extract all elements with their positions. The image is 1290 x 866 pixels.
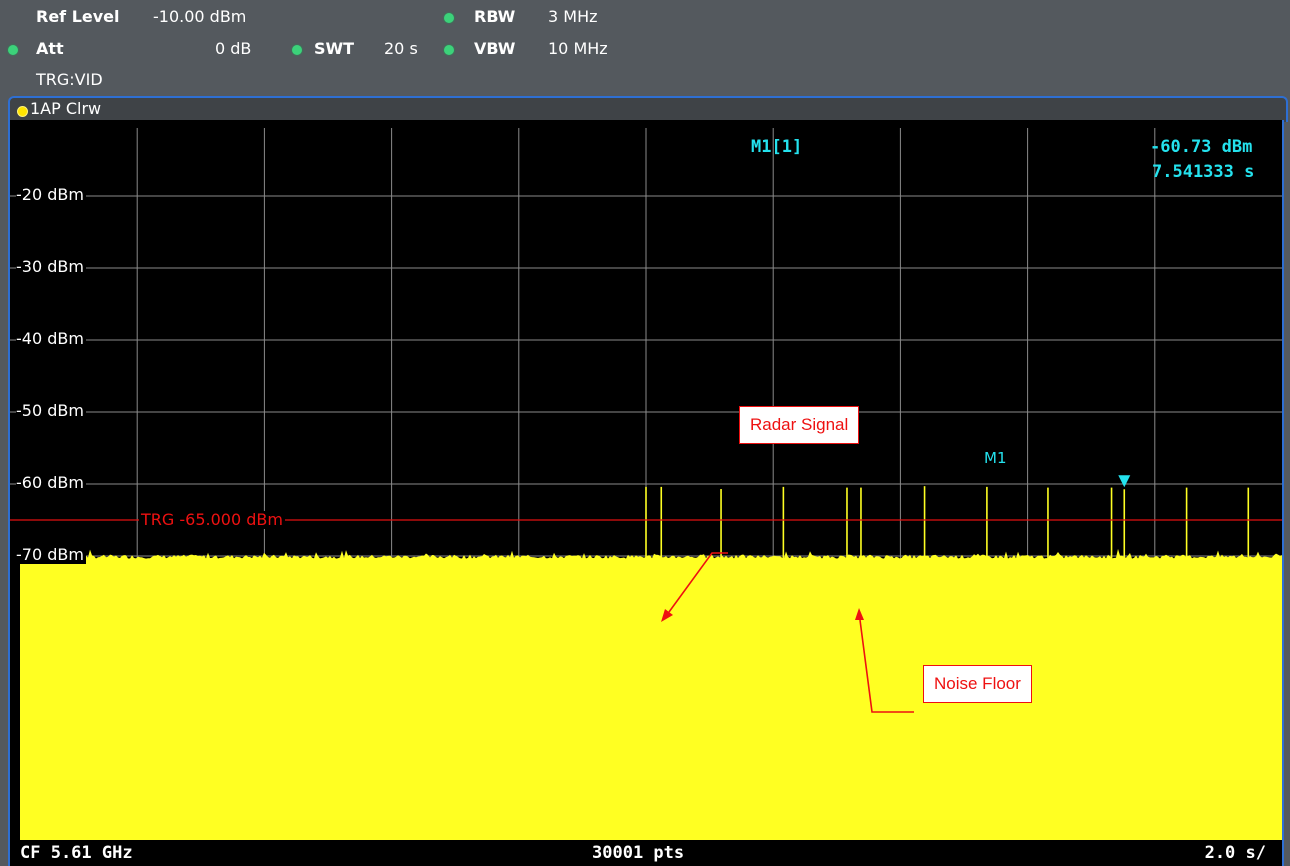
noise-floor-area [20, 548, 1282, 840]
sweep-points: 30001 pts [592, 843, 685, 863]
marker-readout-name: M1[1] [751, 137, 803, 157]
annotation-arrows [661, 552, 914, 713]
vbw-value: 10 MHz [548, 39, 608, 58]
trigger-source: TRG:VID [36, 70, 103, 89]
swt-label: SWT [314, 39, 355, 58]
y-tick-label: -30 dBm [16, 257, 86, 276]
noise-arrow-head-icon [855, 608, 864, 620]
y-tick-label: -60 dBm [16, 473, 86, 492]
noise-floor-callout: Noise Floor [923, 665, 1032, 703]
swt-value: 20 s [384, 39, 418, 58]
radar-arrow-line [668, 552, 728, 613]
trace-indicator-icon [17, 106, 28, 117]
pulse-trace [645, 486, 1250, 560]
status-footer: CF 5.61 GHz 30001 pts 2.0 s/ [8, 840, 1284, 866]
marker-readout-level: -60.73 dBm [1150, 137, 1253, 157]
rbw-label: RBW [474, 7, 516, 26]
radar-signal-callout: Radar Signal [739, 406, 860, 444]
m1-marker-label: M1 [984, 449, 1007, 467]
swt-led-icon [292, 45, 302, 55]
rbw-value: 3 MHz [548, 7, 598, 26]
spectrum-plot[interactable] [10, 128, 1282, 840]
trace-label: 1AP Clrw [30, 99, 102, 118]
rbw-led-icon [444, 13, 454, 23]
ref-level-value: -10.00 dBm [153, 7, 247, 26]
att-label: Att [36, 39, 64, 58]
ref-level-label: Ref Level [36, 7, 120, 26]
vbw-label: VBW [474, 39, 516, 58]
radar-arrow-head-icon [661, 609, 673, 622]
center-frequency: CF 5.61 GHz [20, 843, 133, 863]
y-tick-label: -40 dBm [16, 329, 86, 348]
y-tick-label: -50 dBm [16, 401, 86, 420]
noise-floor-trace [10, 548, 1282, 840]
y-tick-label: -20 dBm [16, 185, 86, 204]
att-value: 0 dB [215, 39, 252, 58]
y-tick-label: -70 dBm [16, 545, 86, 564]
m1-marker-icon[interactable] [1118, 475, 1131, 488]
att-led-icon [8, 45, 18, 55]
marker-readout-time: 7.541333 s [1152, 162, 1255, 182]
time-per-division: 2.0 s/ [1204, 843, 1266, 863]
trace-tab[interactable]: 1AP Clrw [8, 96, 1288, 122]
instrument-header: Ref Level -10.00 dBm RBW 3 MHz Att 0 dB … [0, 0, 1290, 96]
vbw-led-icon [444, 45, 454, 55]
noise-arrow-line [859, 619, 914, 713]
trace-start-gap [10, 553, 20, 840]
trigger-level-label: TRG -65.000 dBm [139, 510, 285, 529]
